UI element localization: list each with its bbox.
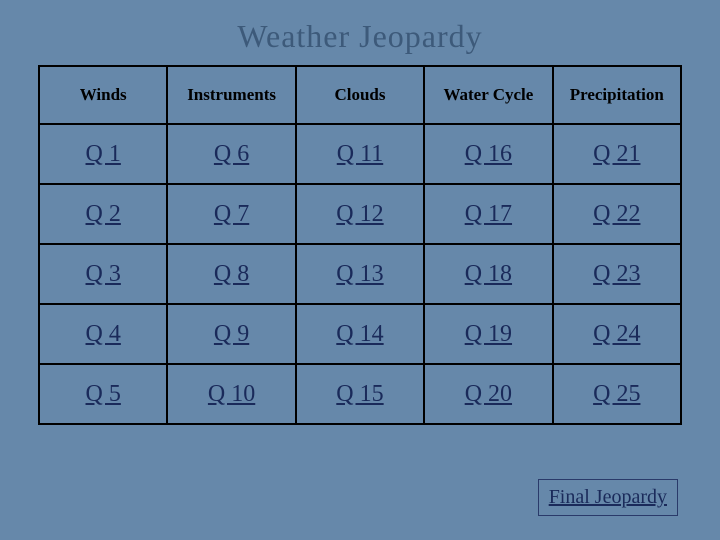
category-header: Winds [39, 66, 167, 124]
question-cell: Q 14 [296, 304, 424, 364]
question-link[interactable]: Q 14 [336, 321, 383, 348]
question-cell: Q 2 [39, 184, 167, 244]
question-cell: Q 5 [39, 364, 167, 424]
question-cell: Q 12 [296, 184, 424, 244]
question-cell: Q 18 [424, 244, 552, 304]
question-link[interactable]: Q 22 [593, 201, 640, 228]
question-link[interactable]: Q 23 [593, 261, 640, 288]
question-link[interactable]: Q 15 [336, 381, 383, 408]
question-link[interactable]: Q 1 [86, 141, 121, 168]
question-cell: Q 24 [553, 304, 681, 364]
question-link[interactable]: Q 9 [214, 321, 249, 348]
page-title: Weather Jeopardy [0, 0, 720, 65]
question-cell: Q 13 [296, 244, 424, 304]
category-header: Precipitation [553, 66, 681, 124]
question-link[interactable]: Q 2 [86, 201, 121, 228]
question-link[interactable]: Q 16 [465, 141, 512, 168]
category-header: Water Cycle [424, 66, 552, 124]
question-link[interactable]: Q 21 [593, 141, 640, 168]
question-cell: Q 21 [553, 124, 681, 184]
question-link[interactable]: Q 7 [214, 201, 249, 228]
final-jeopardy-button[interactable]: Final Jeopardy [538, 479, 678, 516]
question-cell: Q 20 [424, 364, 552, 424]
question-link[interactable]: Q 5 [86, 381, 121, 408]
question-cell: Q 15 [296, 364, 424, 424]
question-link[interactable]: Q 24 [593, 321, 640, 348]
question-link[interactable]: Q 8 [214, 261, 249, 288]
question-cell: Q 8 [167, 244, 295, 304]
question-link[interactable]: Q 4 [86, 321, 121, 348]
question-link[interactable]: Q 25 [593, 381, 640, 408]
question-cell: Q 23 [553, 244, 681, 304]
question-link[interactable]: Q 19 [465, 321, 512, 348]
question-cell: Q 17 [424, 184, 552, 244]
question-cell: Q 16 [424, 124, 552, 184]
final-jeopardy-container: Final Jeopardy [538, 479, 678, 516]
table-row: Q 1 Q 6 Q 11 Q 16 Q 21 [39, 124, 681, 184]
category-row: Winds Instruments Clouds Water Cycle Pre… [39, 66, 681, 124]
question-cell: Q 25 [553, 364, 681, 424]
question-cell: Q 19 [424, 304, 552, 364]
question-cell: Q 22 [553, 184, 681, 244]
question-cell: Q 4 [39, 304, 167, 364]
category-header: Instruments [167, 66, 295, 124]
question-link[interactable]: Q 18 [465, 261, 512, 288]
question-cell: Q 6 [167, 124, 295, 184]
question-link[interactable]: Q 6 [214, 141, 249, 168]
question-link[interactable]: Q 20 [465, 381, 512, 408]
question-cell: Q 1 [39, 124, 167, 184]
table-row: Q 3 Q 8 Q 13 Q 18 Q 23 [39, 244, 681, 304]
question-link[interactable]: Q 17 [465, 201, 512, 228]
board-container: Winds Instruments Clouds Water Cycle Pre… [0, 65, 720, 425]
table-row: Q 5 Q 10 Q 15 Q 20 Q 25 [39, 364, 681, 424]
question-cell: Q 11 [296, 124, 424, 184]
question-cell: Q 7 [167, 184, 295, 244]
jeopardy-board: Winds Instruments Clouds Water Cycle Pre… [38, 65, 682, 425]
question-link[interactable]: Q 3 [86, 261, 121, 288]
table-row: Q 2 Q 7 Q 12 Q 17 Q 22 [39, 184, 681, 244]
question-cell: Q 10 [167, 364, 295, 424]
table-row: Q 4 Q 9 Q 14 Q 19 Q 24 [39, 304, 681, 364]
question-cell: Q 3 [39, 244, 167, 304]
question-link[interactable]: Q 13 [336, 261, 383, 288]
category-header: Clouds [296, 66, 424, 124]
question-link[interactable]: Q 12 [336, 201, 383, 228]
question-cell: Q 9 [167, 304, 295, 364]
question-link[interactable]: Q 11 [337, 141, 383, 168]
question-link[interactable]: Q 10 [208, 381, 255, 408]
